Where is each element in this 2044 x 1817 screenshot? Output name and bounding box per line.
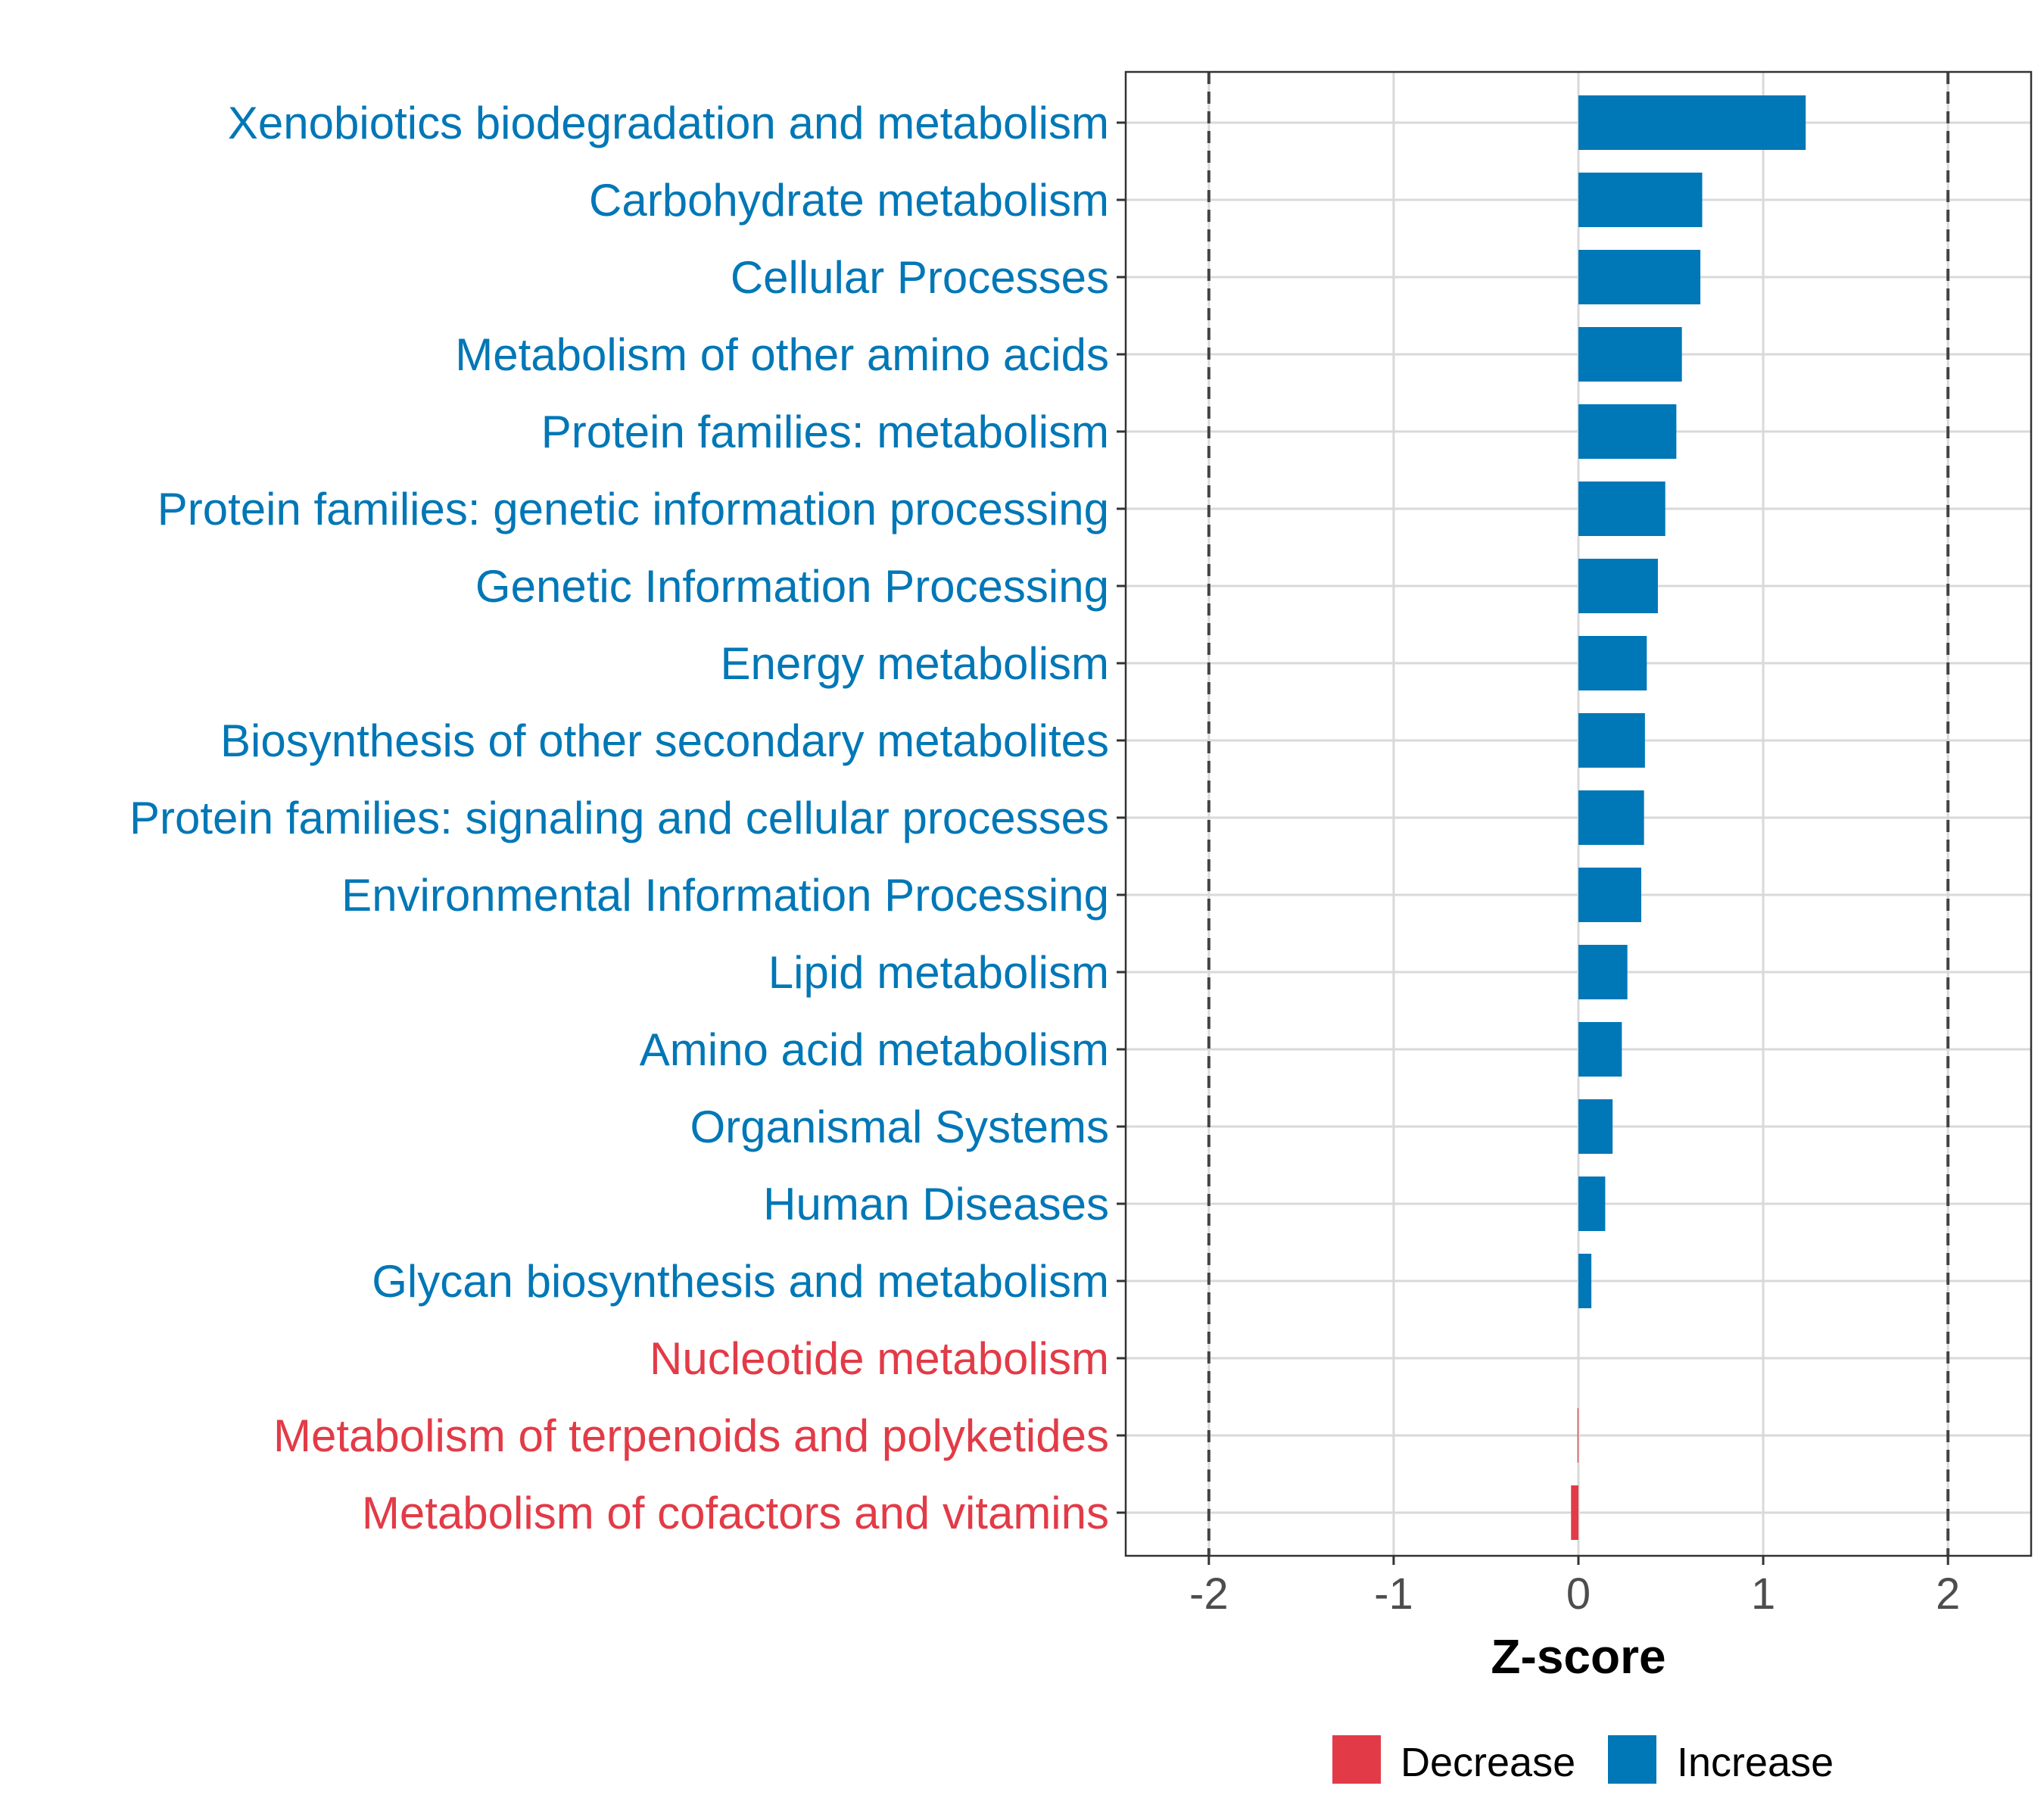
bar-15 [1578, 1254, 1592, 1308]
legend-label-decrease: Decrease [1401, 1740, 1575, 1785]
category-label-14: Human Diseases [763, 1179, 1109, 1230]
legend: Decrease Increase [1332, 1735, 1834, 1785]
bar-3 [1578, 327, 1682, 382]
y-axis-ticks [1117, 121, 1126, 1514]
bar-9 [1578, 790, 1644, 845]
legend-key-increase [1608, 1735, 1656, 1784]
category-label-3: Metabolism of other amino acids [455, 329, 1109, 380]
bar-14 [1578, 1177, 1606, 1231]
bar-11 [1578, 945, 1628, 999]
bar-4 [1578, 404, 1677, 459]
category-label-10: Environmental Information Processing [341, 870, 1109, 921]
category-label-1: Carbohydrate metabolism [589, 175, 1109, 226]
x-axis-title: Z-score [1491, 1629, 1665, 1684]
y-axis-category-labels: Xenobiotics biodegradation and metabolis… [129, 98, 1109, 1538]
bar-7 [1578, 636, 1647, 690]
category-label-8: Biosynthesis of other secondary metaboli… [220, 715, 1109, 766]
category-label-18: Metabolism of cofactors and vitamins [362, 1488, 1109, 1538]
bars [1571, 95, 1806, 1540]
bar-6 [1578, 559, 1658, 613]
category-label-11: Lipid metabolism [768, 947, 1109, 998]
x-tick-label-0: -2 [1189, 1569, 1229, 1619]
bar-12 [1578, 1022, 1622, 1077]
bar-10 [1578, 868, 1641, 922]
bar-8 [1578, 713, 1645, 768]
legend-label-increase: Increase [1677, 1740, 1834, 1785]
reference-lines [1207, 72, 1950, 1556]
bar-5 [1578, 482, 1665, 536]
category-label-13: Organismal Systems [690, 1102, 1109, 1152]
bar-13 [1578, 1099, 1613, 1154]
x-tick-label-4: 2 [1936, 1569, 1960, 1619]
category-label-0: Xenobiotics biodegradation and metabolis… [228, 98, 1109, 148]
category-label-16: Nucleotide metabolism [650, 1333, 1109, 1384]
category-label-9: Protein families: signaling and cellular… [129, 793, 1109, 843]
bar-2 [1578, 250, 1701, 304]
category-label-12: Amino acid metabolism [640, 1024, 1109, 1075]
category-label-17: Metabolism of terpenoids and polyketides [273, 1410, 1109, 1461]
category-label-4: Protein families: metabolism [541, 407, 1109, 457]
bar-0 [1578, 95, 1806, 150]
category-label-15: Glycan biosynthesis and metabolism [372, 1256, 1109, 1307]
bar-1 [1578, 173, 1703, 227]
x-axis-ticks: -2 -1 0 1 2 [1189, 1556, 1960, 1619]
category-label-6: Genetic Information Processing [475, 561, 1109, 612]
category-label-5: Protein families: genetic information pr… [157, 484, 1109, 535]
x-tick-label-3: 1 [1751, 1569, 1775, 1619]
category-label-2: Cellular Processes [731, 252, 1109, 303]
bar-18 [1571, 1485, 1578, 1540]
legend-key-decrease [1332, 1735, 1381, 1784]
category-label-7: Energy metabolism [720, 638, 1109, 689]
x-tick-label-1: -1 [1374, 1569, 1413, 1619]
x-tick-label-2: 0 [1566, 1569, 1591, 1619]
